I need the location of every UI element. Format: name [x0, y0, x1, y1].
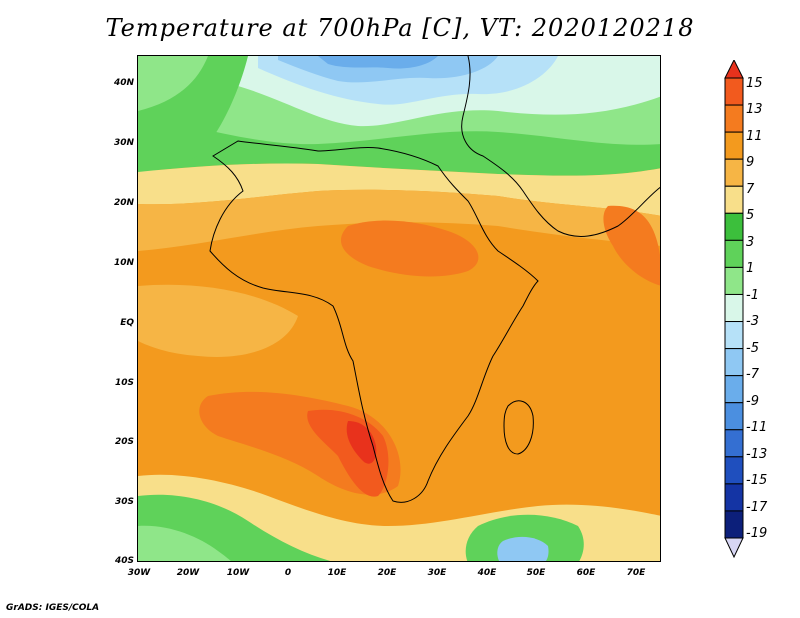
grads-credit: GrADS: IGES/COLA — [6, 603, 100, 613]
lon-label-10e: 10E — [327, 568, 347, 578]
lat-label-30n: 30N — [113, 138, 134, 148]
field-11c-sahel — [340, 220, 479, 277]
colorbar-label-minus5: -5 — [746, 341, 759, 356]
madagascar-coastline — [503, 400, 534, 455]
field-7c-atlantic — [138, 284, 298, 357]
lon-label-0: 0 — [284, 568, 292, 578]
lon-label-10w: 10W — [226, 568, 250, 578]
lat-label-10n: 10N — [113, 258, 134, 268]
colorbar-segment — [724, 266, 744, 295]
colorbar-segment — [724, 510, 744, 539]
colorbar-segment — [724, 456, 744, 485]
temperature-map — [137, 55, 661, 562]
lon-label-20w: 20W — [176, 568, 200, 578]
colorbar-label-15: 15 — [746, 76, 763, 91]
colorbar-label-minus3: -3 — [746, 314, 759, 329]
lat-label-40n: 40N — [113, 78, 134, 88]
arabia-coastline — [461, 56, 660, 237]
colorbar-segments — [724, 60, 744, 558]
colorbar-label-minus13: -13 — [746, 447, 768, 462]
colorbar-label-13: 13 — [746, 102, 763, 117]
lon-label-20e: 20E — [377, 568, 397, 578]
colorbar-segment — [724, 185, 744, 214]
field-minus1-southwest — [138, 525, 231, 561]
colorbar-segment — [724, 239, 744, 268]
lat-label-10s: 10S — [114, 378, 134, 388]
field-5c-band — [138, 163, 660, 216]
lat-label-40s: 40S — [114, 556, 134, 566]
colorbar-label-minus9: -9 — [746, 394, 759, 409]
lat-label-30s: 30S — [114, 497, 134, 507]
colorbar-bottom-arrow — [724, 537, 744, 558]
colorbar-segment — [724, 104, 744, 133]
lat-label-20n: 20N — [113, 198, 134, 208]
colorbar-label-11: 11 — [746, 129, 763, 144]
colorbar-top-arrow — [724, 60, 744, 79]
colorbar-segment — [724, 158, 744, 187]
colorbar-segment — [724, 131, 744, 160]
colorbar-segment — [724, 483, 744, 512]
lat-label-20s: 20S — [114, 437, 134, 447]
lon-label-60e: 60E — [576, 568, 596, 578]
colorbar-segment — [724, 293, 744, 323]
colorbar-label-7: 7 — [746, 182, 755, 197]
field-7c-band — [138, 189, 660, 251]
field-minus7-southeast — [497, 536, 549, 561]
colorbar-label-minus1: -1 — [746, 288, 759, 303]
colorbar-segment — [724, 212, 744, 241]
africa-coastline — [209, 140, 539, 503]
lon-label-30w: 30W — [127, 568, 151, 578]
colorbar-segment — [724, 77, 744, 106]
temperature-field — [138, 56, 660, 561]
field-west-lightgreen — [138, 56, 208, 111]
colorbar-segment — [724, 402, 744, 431]
colorbar-label-5: 5 — [746, 208, 755, 223]
lon-label-30e: 30E — [427, 568, 447, 578]
colorbar-segment — [724, 429, 744, 458]
lon-label-50e: 50E — [526, 568, 546, 578]
field-minus9-band — [318, 56, 438, 69]
lon-label-70e: 70E — [626, 568, 646, 578]
colorbar-label-minus11: -11 — [746, 420, 768, 435]
colorbar-segment — [724, 348, 744, 377]
colorbar-label-9: 9 — [746, 155, 755, 170]
colorbar-label-1: 1 — [746, 261, 755, 276]
colorbar-label-minus7: -7 — [746, 367, 759, 382]
colorbar-label-minus17: -17 — [746, 500, 768, 515]
chart-title: Temperature at 700hPa [C], VT: 202012021… — [105, 14, 695, 42]
colorbar-label-3: 3 — [746, 235, 755, 250]
colorbar-segment — [724, 375, 744, 404]
colorbar-label-minus15: -15 — [746, 473, 768, 488]
colorbar-segment — [724, 321, 744, 350]
lon-label-40e: 40E — [477, 568, 497, 578]
lat-label-eq: EQ — [120, 318, 134, 328]
colorbar-label-minus19: -19 — [746, 526, 768, 541]
